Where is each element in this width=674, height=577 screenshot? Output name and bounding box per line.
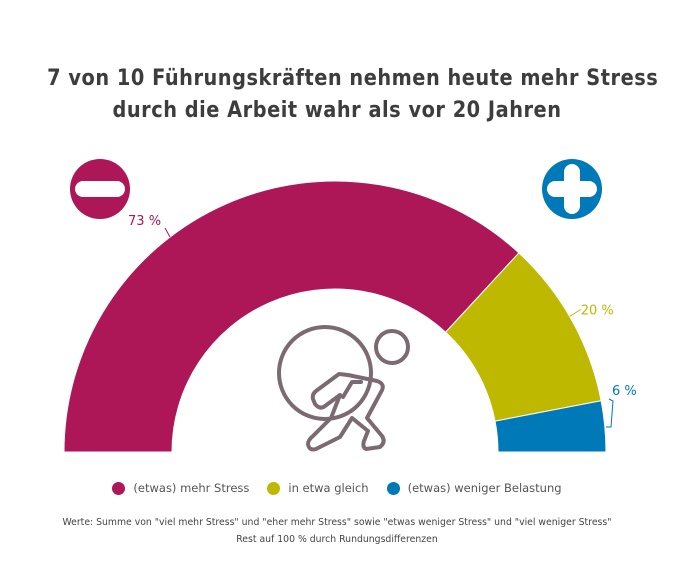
chart-title-line-1: 7 von 10 Führungskräften nehmen heute me… [47, 65, 659, 91]
leader-line-same [569, 309, 581, 317]
data-label-same: 20 % [581, 304, 614, 319]
chart-legend: (etwas) mehr Stress in etwa gleich (etwa… [0, 481, 674, 495]
legend-swatch-same [267, 481, 281, 495]
legend-label-more-stress: (etwas) mehr Stress [133, 481, 250, 495]
legend-label-less: (etwas) weniger Belastung [407, 481, 562, 495]
chart-title-line-2: durch die Arbeit wahr als vor 20 Jahren [112, 97, 562, 123]
footnote-line-1: Werte: Summe von "viel mehr Stress" und … [62, 517, 612, 528]
leader-line-less [606, 398, 614, 428]
data-label-more-stress: 73 % [128, 214, 161, 229]
person-carrying-boulder-icon [277, 325, 410, 452]
leader-line-more-stress [164, 227, 171, 238]
chart-labels: 73 % 20 % 6 % [128, 214, 637, 428]
legend-item-less: (etwas) weniger Belastung [386, 481, 562, 495]
chart-title: 7 von 10 Führungskräften nehmen heute me… [47, 62, 659, 126]
segment-more-stress [63, 180, 520, 453]
legend-item-more-stress: (etwas) mehr Stress [112, 481, 249, 495]
legend-swatch-less [386, 481, 400, 495]
segment-less [494, 400, 607, 453]
data-label-less: 6 % [612, 384, 637, 399]
footnote-line-2: Rest auf 100 % durch Rundungsdifferenzen [236, 534, 438, 545]
footnote: Werte: Summe von "viel mehr Stress" und … [24, 514, 651, 548]
legend-item-same: in etwa gleich [267, 481, 369, 495]
chart-segments [63, 180, 607, 453]
legend-swatch-more-stress [112, 481, 126, 495]
legend-label-same: in etwa gleich [288, 481, 369, 495]
plus-circle-icon [542, 159, 602, 219]
minus-circle-icon [70, 159, 130, 219]
